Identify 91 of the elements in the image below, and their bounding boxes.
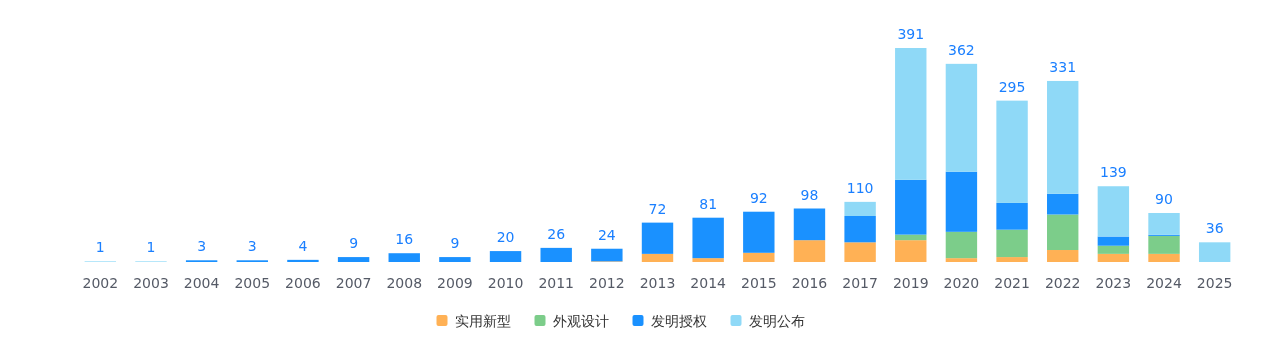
bar [641, 253, 674, 262]
bar [996, 100, 1028, 203]
x-tick-label: 2006 [285, 275, 321, 291]
annotation: 81 [699, 195, 718, 212]
bar [793, 208, 826, 241]
x-tick-label: 2009 [437, 275, 473, 291]
annotation: 1 [95, 239, 105, 256]
annotation: 92 [749, 189, 768, 206]
annotation: 9 [450, 235, 460, 252]
annotation: 16 [395, 231, 414, 248]
bar [895, 240, 927, 262]
bar [489, 251, 522, 262]
x-tick-label: 2022 [1044, 275, 1081, 291]
x-tick-label: 2005 [234, 275, 271, 291]
x-tick-label: 2004 [183, 275, 220, 291]
x-tick-label: 2010 [487, 275, 524, 291]
bar [996, 202, 1028, 230]
annotation: 98 [800, 186, 819, 203]
bar [945, 171, 978, 232]
bar [1097, 186, 1130, 237]
bar [1198, 242, 1231, 262]
x-tick-label: 2016 [791, 275, 828, 291]
bar [540, 247, 572, 262]
x-tick-label: 2015 [740, 275, 777, 291]
annotation: 362 [948, 41, 975, 58]
bar [287, 259, 319, 262]
bar [1047, 80, 1079, 194]
bar [793, 240, 826, 262]
x-tick-label: 2021 [994, 275, 1030, 291]
bar [591, 248, 623, 262]
bar [1148, 253, 1180, 262]
x-tick-label: 2007 [335, 275, 372, 291]
legend-label: 外观设计 [552, 313, 609, 329]
annotation: 90 [1155, 190, 1173, 207]
bar [844, 215, 876, 243]
annotation: 3 [247, 238, 257, 255]
x-tick-label: 2019 [892, 275, 929, 291]
bar [895, 48, 927, 180]
annotation: 20 [496, 229, 515, 246]
bar [996, 229, 1028, 258]
legend-label: 发明授权 [650, 313, 707, 329]
x-tick-label: 2012 [589, 275, 625, 291]
annotation: 331 [1049, 58, 1077, 75]
bar [996, 257, 1028, 262]
bar [1047, 214, 1079, 251]
bar [945, 63, 978, 172]
x-tick-label: 2025 [1196, 275, 1233, 291]
annotation: 1 [146, 239, 156, 256]
bar [1097, 253, 1130, 262]
annotation: 24 [597, 226, 616, 243]
annotation: 72 [648, 200, 667, 217]
annotation: 110 [846, 179, 874, 196]
annotation: 391 [897, 26, 925, 42]
bar [895, 179, 927, 235]
x-tick-label: 2013 [639, 275, 676, 291]
bar [743, 252, 775, 262]
x-tick-label: 2008 [386, 275, 423, 291]
legend-label: 实用新型 [454, 313, 511, 329]
bar [1047, 193, 1079, 215]
bar [1097, 236, 1130, 246]
x-tick-label: 2003 [133, 275, 169, 291]
bar [844, 201, 876, 216]
x-tick-label: 2017 [842, 275, 878, 291]
bar [1148, 235, 1180, 254]
bar [641, 222, 674, 254]
bar [692, 258, 724, 262]
bar [439, 257, 471, 262]
annotation: 36 [1205, 220, 1224, 237]
bar [692, 217, 724, 259]
bar [743, 211, 775, 253]
x-tick-label: 2023 [1095, 275, 1132, 291]
annotation: 26 [547, 225, 566, 242]
bar [945, 231, 978, 259]
annotation: 295 [998, 78, 1026, 95]
bar [1097, 245, 1130, 254]
x-tick-label: 2002 [82, 275, 119, 291]
annotation: 9 [349, 235, 359, 252]
x-tick-label: 2011 [538, 275, 575, 291]
annotation: 4 [298, 237, 308, 254]
annotation: 3 [197, 238, 207, 255]
bar [945, 258, 978, 262]
x-tick-label: 2020 [943, 275, 980, 291]
bar [1148, 212, 1180, 235]
x-tick-label: 2014 [690, 275, 727, 291]
x-tick-label: 2024 [1146, 275, 1182, 291]
bar [1047, 250, 1079, 262]
legend-label: 发明公布 [748, 313, 805, 329]
bar [337, 257, 370, 262]
annotation: 139 [1100, 164, 1127, 181]
bar [844, 242, 876, 262]
bar [388, 253, 420, 262]
